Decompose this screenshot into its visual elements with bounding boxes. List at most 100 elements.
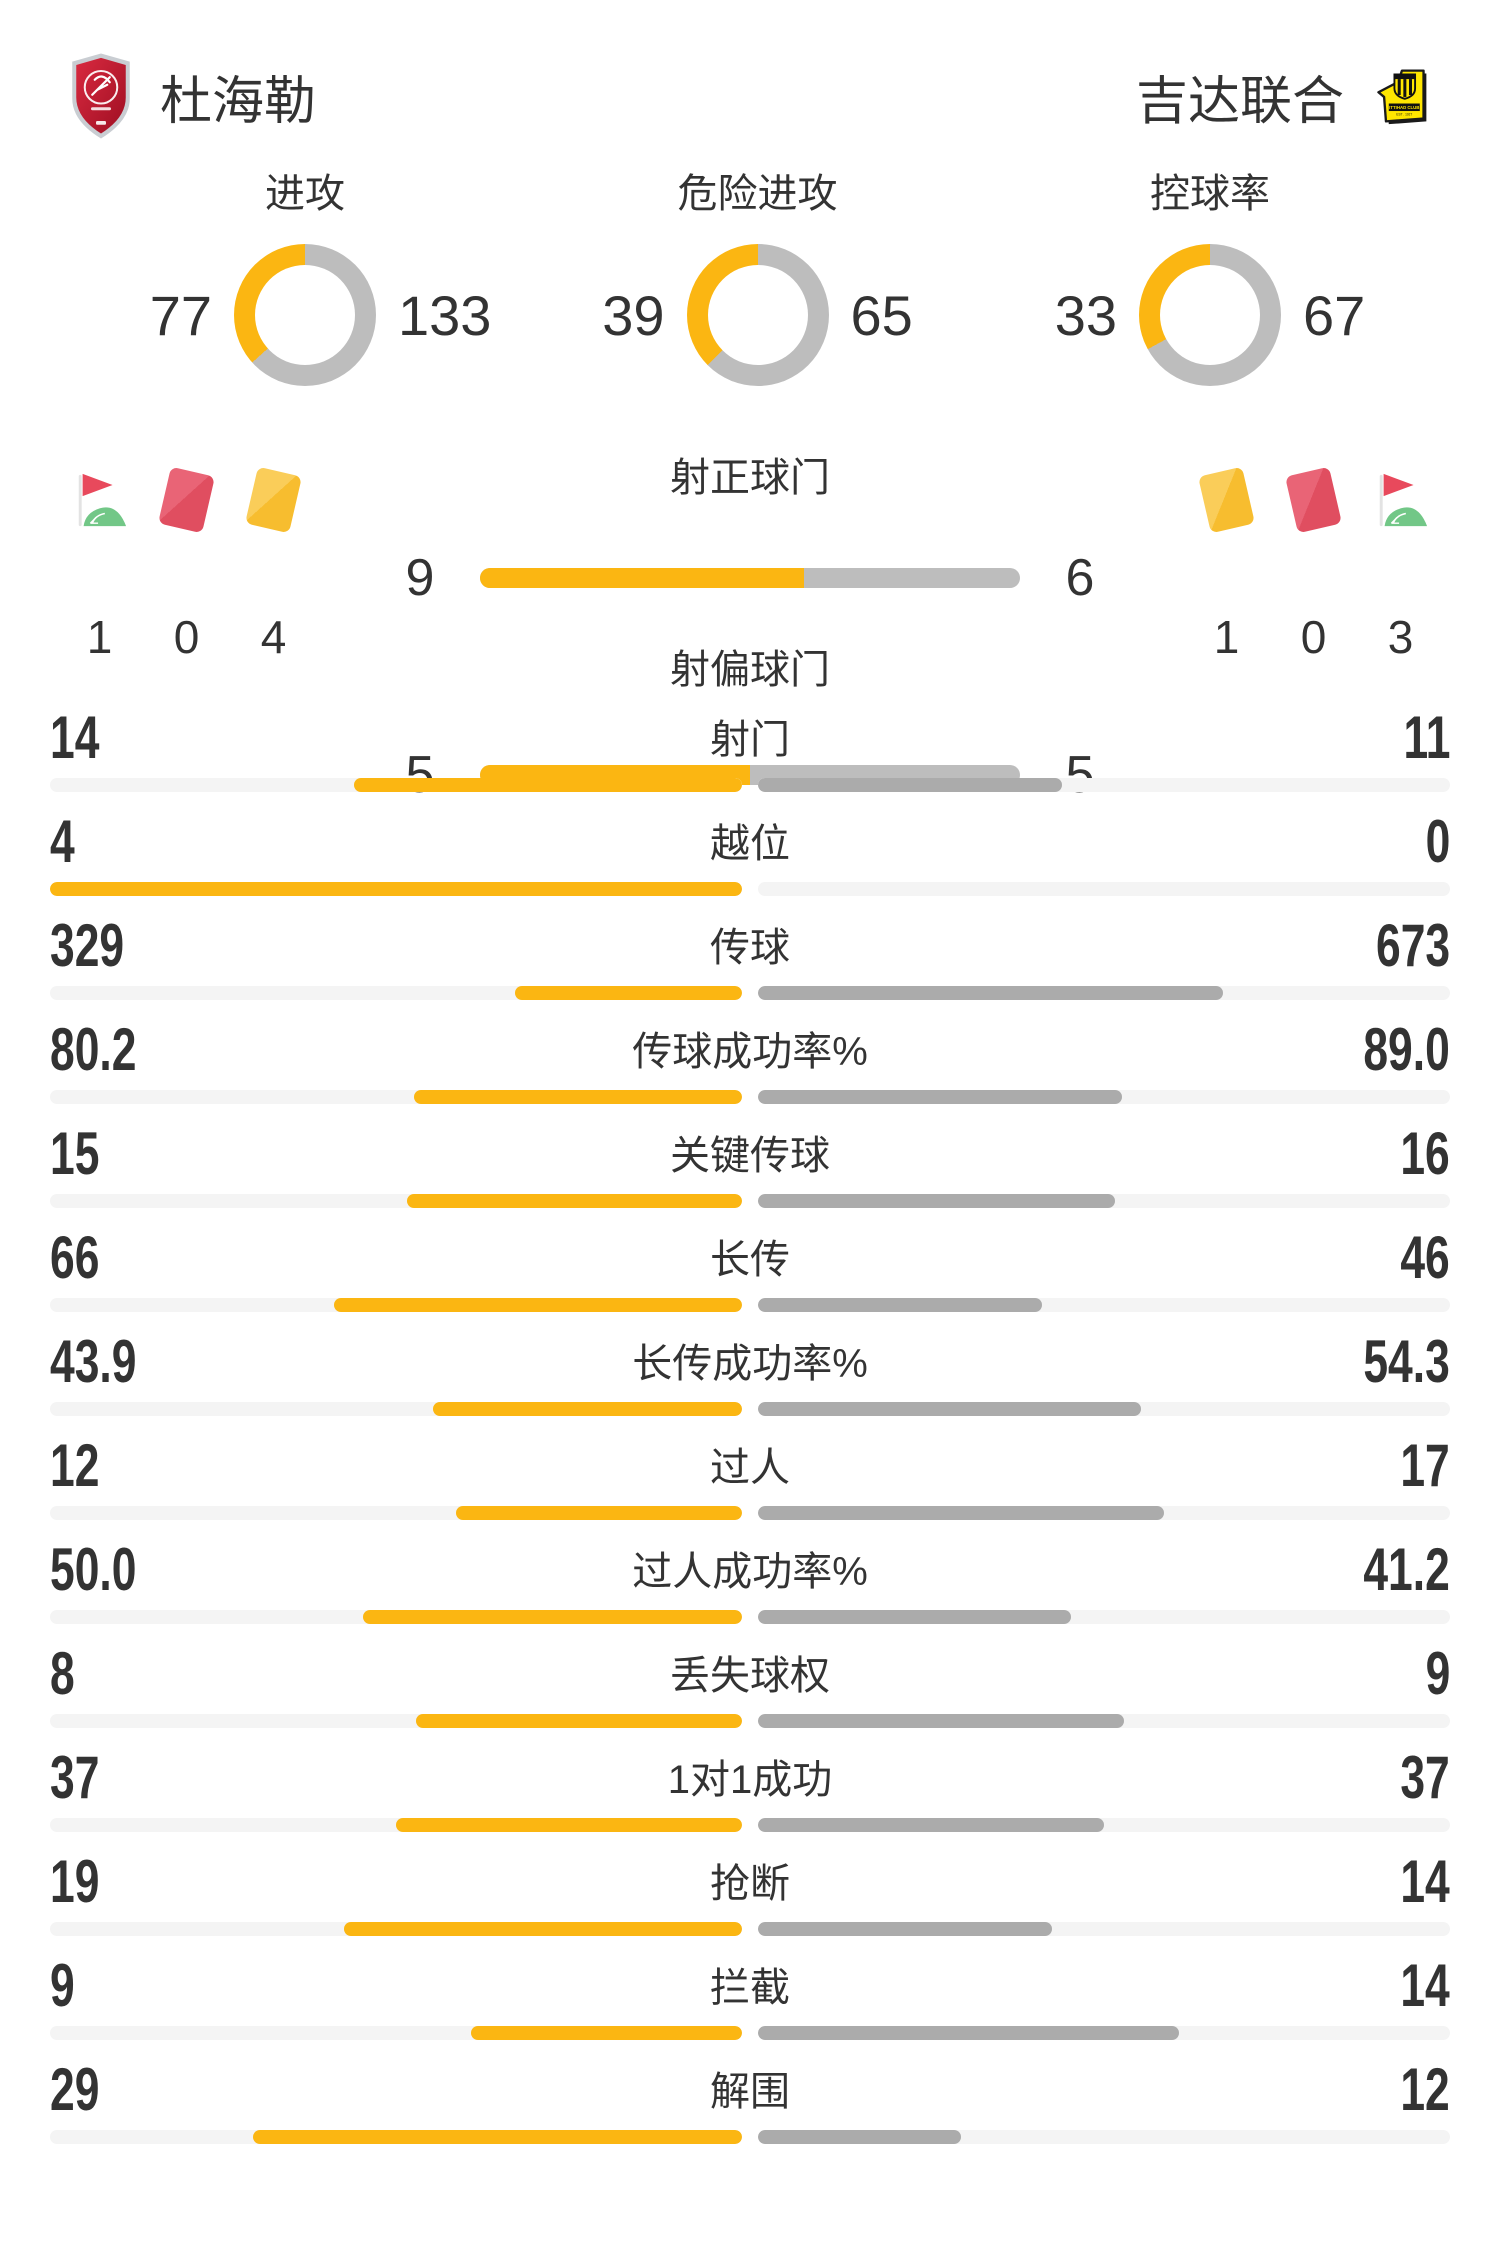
stat-bar-away-fill <box>758 1610 1071 1624</box>
stat-away-value: 17 <box>1400 1432 1450 1499</box>
stat-bar-away <box>758 882 1450 896</box>
stat-bar-away <box>758 1922 1450 1936</box>
shots-home-value: 5 <box>405 746 435 804</box>
discipline-column: 1 <box>56 452 143 664</box>
stat-bar-home <box>50 1194 742 1208</box>
stat-bar-home <box>50 1506 742 1520</box>
stat-bar-home-fill <box>414 1090 742 1104</box>
discipline-icon-cell <box>1285 452 1342 548</box>
shots-bar-home-fill <box>480 568 804 588</box>
stat-bars <box>50 986 1450 1000</box>
stat-bar-away <box>758 1818 1450 1832</box>
discipline-column: 1 <box>1183 452 1270 664</box>
stat-label: 长传成功率% <box>632 1342 868 1386</box>
donut-group: 控球率 33 67 <box>995 174 1425 386</box>
stat-bar-home-fill <box>407 1194 742 1208</box>
red-card-icon <box>1285 466 1342 534</box>
stat-bar-home-fill <box>396 1818 742 1832</box>
stat-bar-away <box>758 1298 1450 1312</box>
donut-label: 控球率 <box>1150 172 1270 216</box>
stat-bars <box>50 1194 1450 1208</box>
shots-away-value: 5 <box>1065 746 1095 804</box>
stat-away-value: 14 <box>1400 1952 1450 2019</box>
stat-bar-home-fill <box>354 778 742 792</box>
stat-bars <box>50 1090 1450 1104</box>
stat-bar-away <box>758 2026 1450 2040</box>
stat-bar-away-fill <box>758 778 1063 792</box>
overview-donuts: 进攻 77 133 危险进攻 39 65 控球率 33 67 <box>90 174 1425 386</box>
svg-text:ITTIHAD CLUB: ITTIHAD CLUB <box>1389 105 1419 110</box>
away-team-name: 吉达联合 <box>1135 72 1344 131</box>
stat-bar-home <box>50 882 742 896</box>
stat-row: 14 射门 11 <box>50 706 1450 810</box>
stat-label: 解围 <box>710 2070 790 2114</box>
stat-label: 关键传球 <box>670 1134 830 1178</box>
stat-label: 丢失球权 <box>670 1654 830 1698</box>
stat-away-value: 11 <box>1403 704 1450 771</box>
stat-bar-home-fill <box>362 1610 742 1624</box>
home-team: 杜海勒 <box>66 52 316 140</box>
stat-home-value: 66 <box>50 1224 100 1291</box>
stat-bar-away-fill <box>758 1922 1052 1936</box>
stat-label: 过人成功率% <box>632 1550 868 1594</box>
stat-home-value: 15 <box>50 1120 100 1187</box>
stat-bar-away <box>758 1402 1450 1416</box>
stat-bar-home <box>50 1818 742 1832</box>
stat-bar-away-fill <box>758 1818 1104 1832</box>
away-team: 吉达联合 ITTIHAD CLUB EST . 1927 <box>1136 59 1434 134</box>
stat-bar-home-fill <box>252 2130 742 2144</box>
stat-bar-home-fill <box>471 2026 742 2040</box>
home-team-name: 杜海勒 <box>160 72 317 131</box>
stat-row: 50.0 过人成功率% 41.2 <box>50 1538 1450 1642</box>
stat-bar-away-fill <box>758 2026 1180 2040</box>
al-duhail-crest-icon <box>72 53 130 139</box>
yellow-card-icon <box>1198 466 1255 534</box>
stat-row: 19 抢断 14 <box>50 1850 1450 1954</box>
stat-home-value: 8 <box>50 1640 75 1707</box>
stat-bar-away-fill <box>758 2130 961 2144</box>
shots-bar <box>480 568 1020 588</box>
stat-label: 抢断 <box>710 1862 790 1906</box>
stat-bar-home-fill <box>50 882 742 896</box>
stat-bar-away <box>758 986 1450 1000</box>
discipline-icon-cell <box>1198 452 1255 548</box>
stat-away-value: 54.3 <box>1363 1328 1450 1395</box>
stat-away-value: 9 <box>1425 1640 1450 1707</box>
stat-bars <box>50 1402 1450 1416</box>
discipline-count: 0 <box>173 611 200 663</box>
stat-row: 80.2 传球成功率% 89.0 <box>50 1018 1450 1122</box>
shots-label: 射偏球门 <box>670 648 830 692</box>
stat-bar-home <box>50 1714 742 1728</box>
stat-home-value: 329 <box>50 912 125 979</box>
stat-label: 传球成功率% <box>632 1030 868 1074</box>
stat-bar-away <box>758 1194 1450 1208</box>
stat-row: 8 丢失球权 9 <box>50 1642 1450 1746</box>
stat-row: 329 传球 673 <box>50 914 1450 1018</box>
discipline-column: 3 <box>1357 452 1444 664</box>
stat-bar-away <box>758 2130 1450 2144</box>
stat-bar-home <box>50 986 742 1000</box>
stat-bars <box>50 2130 1450 2144</box>
donut-ring <box>686 244 829 386</box>
stat-bar-away <box>758 1090 1450 1104</box>
stat-bar-home <box>50 2026 742 2040</box>
discipline-icon-cell <box>72 452 128 548</box>
stat-bar-away-fill <box>758 1298 1043 1312</box>
stat-bar-home <box>50 1922 742 1936</box>
shots-row: 9 6 <box>366 548 1134 608</box>
stat-home-value: 29 <box>50 2056 100 2123</box>
discipline-count: 1 <box>86 611 113 663</box>
stat-away-value: 12 <box>1400 2056 1450 2123</box>
stat-away-value: 41.2 <box>1363 1536 1450 1603</box>
stat-home-value: 43.9 <box>50 1328 137 1395</box>
stat-away-value: 0 <box>1425 808 1450 875</box>
stat-bars <box>50 1610 1450 1624</box>
stat-home-value: 9 <box>50 1952 75 2019</box>
stat-bar-away-fill <box>758 1402 1141 1416</box>
stat-bar-away-fill <box>758 1506 1164 1520</box>
stat-bar-home <box>50 1610 742 1624</box>
discipline-icon-cell <box>245 452 302 548</box>
stat-away-value: 673 <box>1375 912 1450 979</box>
al-ittihad-crest-icon: ITTIHAD CLUB EST . 1927 <box>1377 69 1427 125</box>
